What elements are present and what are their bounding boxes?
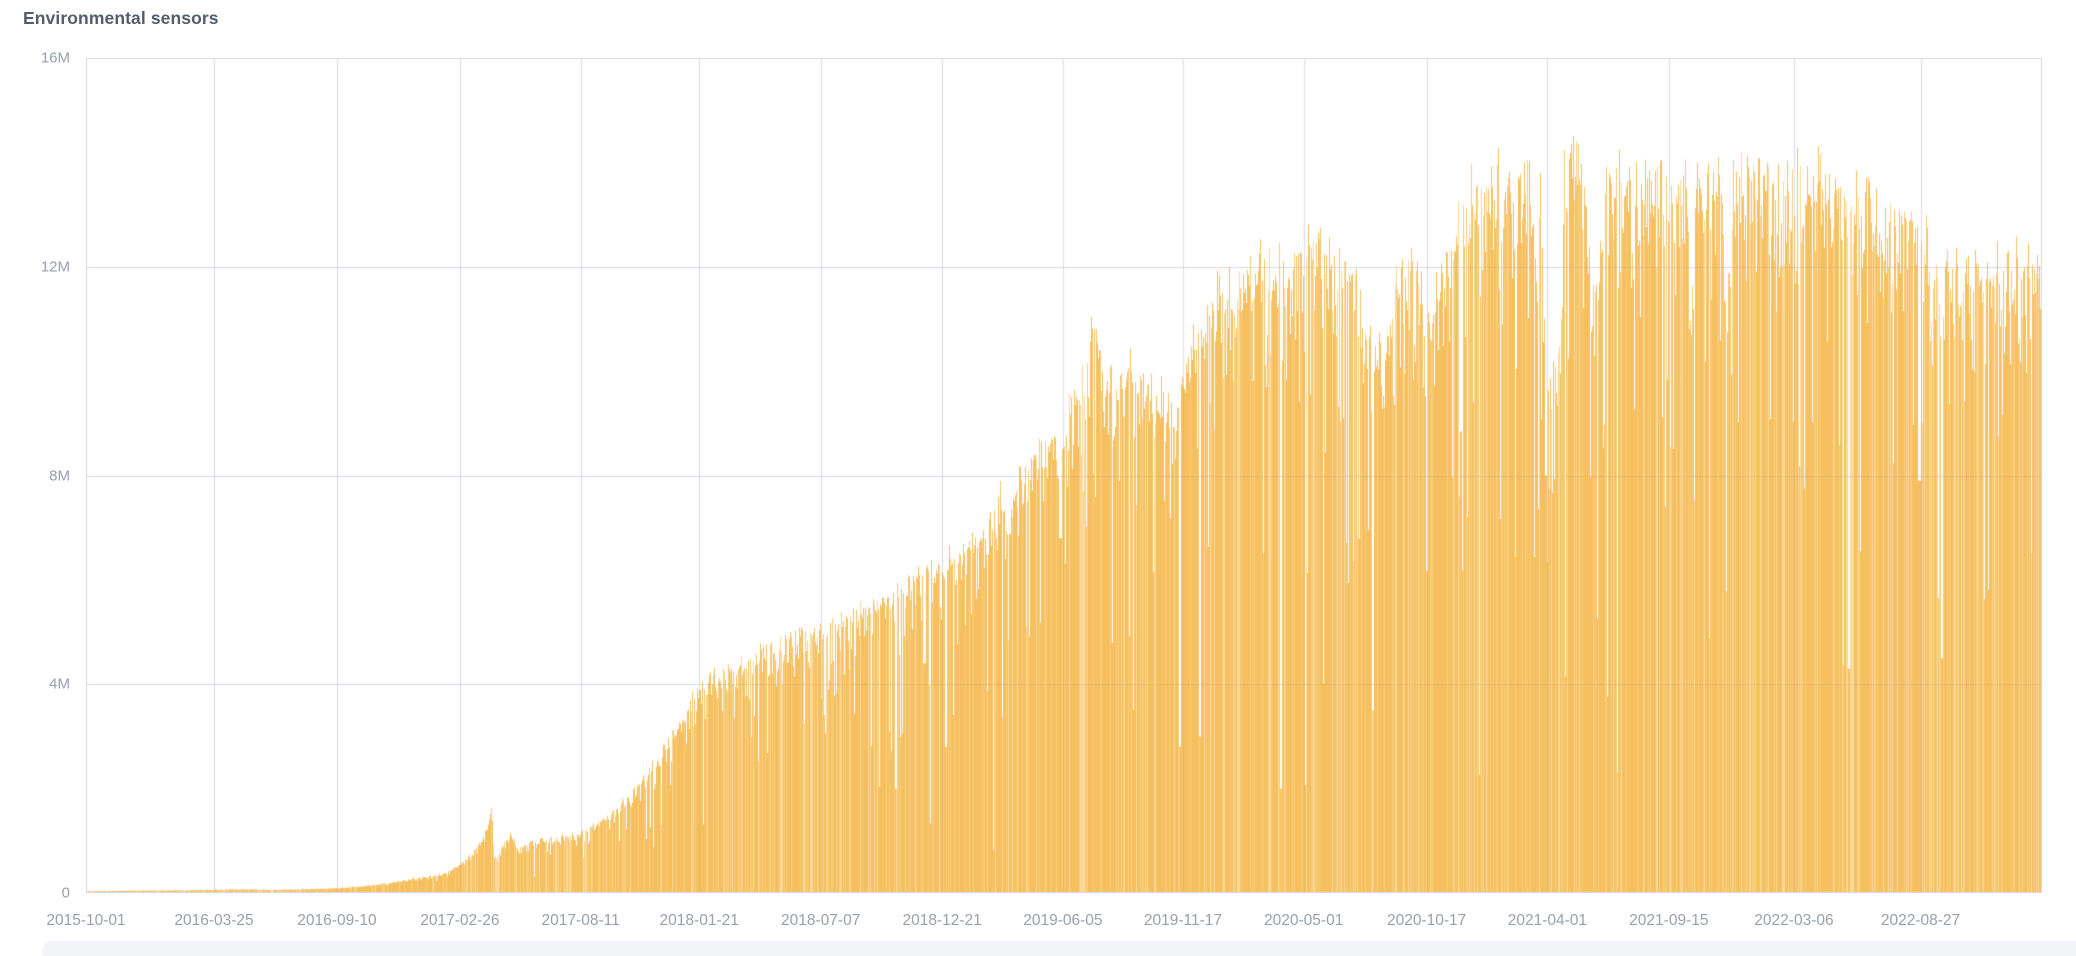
x-axis-tick-label: 2020-05-01 [1264,912,1344,929]
x-axis-tick-label: 2020-10-17 [1386,912,1467,929]
x-axis-tick-label: 2017-02-26 [420,912,500,929]
x-axis-tick-label: 2018-01-21 [659,912,739,929]
y-axis-tick-label: 0 [61,884,70,902]
x-axis-tick-label: 2022-03-06 [1754,912,1834,929]
x-axis-tick-label: 2018-07-07 [781,912,861,929]
x-axis-tick-label: 2021-09-15 [1629,912,1709,929]
chart-title: Environmental sensors [23,8,219,28]
x-axis-tick-label: 2016-03-25 [174,912,254,929]
next-card-top-edge [42,941,2076,956]
x-axis-tick-label: 2021-04-01 [1507,912,1588,929]
bar-series-canvas[interactable] [86,58,2042,893]
x-axis-tick-label: 2015-10-01 [46,912,126,929]
x-axis-tick-label: 2016-09-10 [297,912,377,929]
y-axis-tick-label: 16M [40,49,70,67]
y-axis-tick-label: 8M [49,467,70,484]
x-axis-tick-label: 2018-12-21 [902,912,982,929]
y-axis-tick-label: 4M [49,675,70,693]
x-axis-tick-label: 2017-08-11 [541,912,620,929]
x-axis-tick-label: 2019-06-05 [1023,912,1103,929]
x-axis-tick-label: 2022-08-27 [1880,912,1961,929]
y-axis-tick-label: 12M [40,258,70,276]
x-axis-tick-label: 2019-11-17 [1143,912,1222,929]
